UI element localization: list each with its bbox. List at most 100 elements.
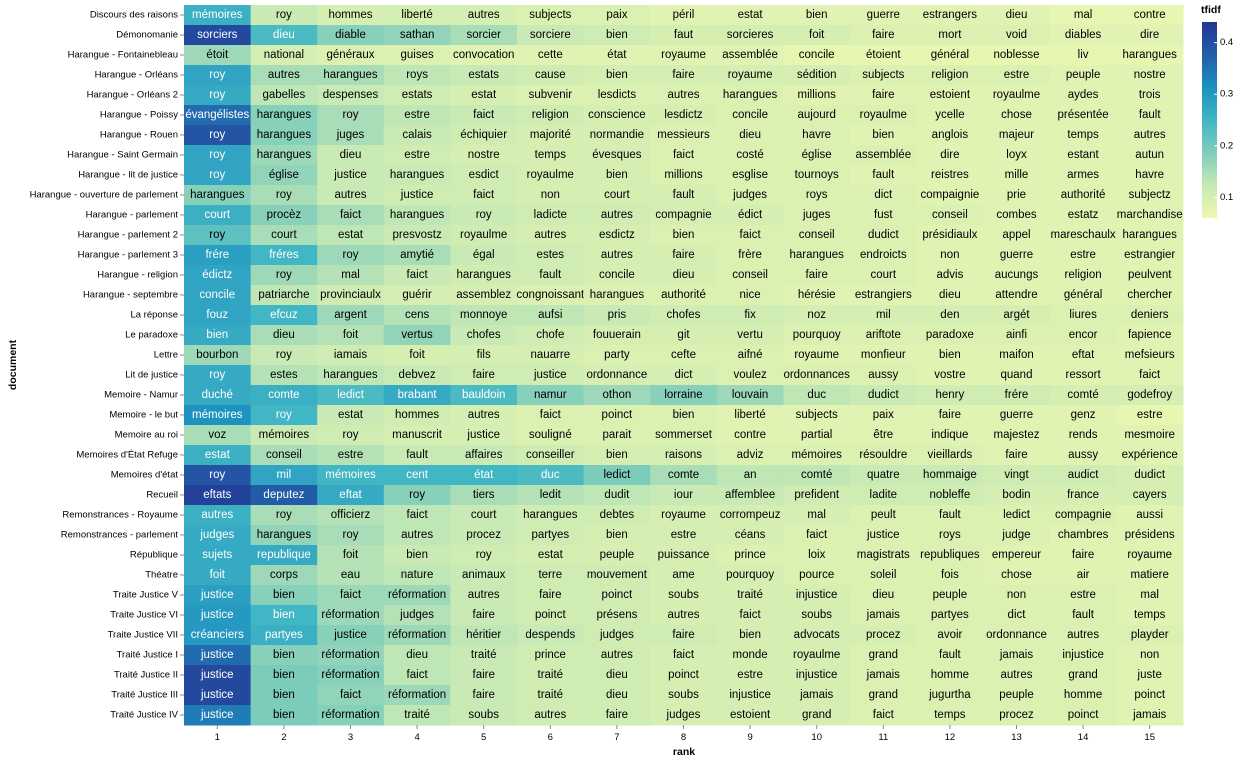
- heatmap-cell: [716, 525, 784, 546]
- rank-tick-label: 6: [548, 732, 553, 743]
- cell-word-label: chofes: [667, 309, 701, 321]
- cell-word-label: édictz: [202, 269, 232, 281]
- cell-word-label: bien: [273, 709, 295, 721]
- heatmap-cell: [184, 705, 252, 726]
- heatmap-cell: [250, 365, 318, 386]
- cell-word-label: havre: [1135, 169, 1164, 181]
- heatmap-cell: [783, 265, 851, 286]
- heatmap-cell: [783, 385, 851, 406]
- heatmap-cell: [1049, 585, 1117, 606]
- heatmap-cell: [1116, 125, 1184, 146]
- cell-word-label: officierz: [331, 509, 371, 521]
- heatmap-cell: [916, 425, 984, 446]
- heatmap-cell: [450, 705, 518, 726]
- cell-word-label: git: [677, 329, 690, 341]
- heatmap-cell: [850, 205, 918, 226]
- cell-word-label: presvostz: [392, 229, 441, 241]
- heatmap-cell: [650, 625, 718, 646]
- cell-word-label: roy: [409, 489, 425, 501]
- cell-word-label: estre: [1137, 409, 1163, 421]
- heatmap-cell: [517, 285, 585, 306]
- cell-word-label: état: [607, 49, 627, 61]
- heatmap-cell: [250, 665, 318, 686]
- heatmap-cell: [650, 365, 718, 386]
- heatmap-cell: [1049, 705, 1117, 726]
- heatmap-cell: [184, 145, 252, 166]
- cell-word-label: dudict: [868, 229, 899, 241]
- heatmap-cell: [450, 225, 518, 246]
- heatmap-cell: [850, 465, 918, 486]
- cell-word-label: lorraine: [664, 389, 702, 401]
- heatmap-cell: [517, 165, 585, 186]
- heatmap-cell: [916, 685, 984, 706]
- heatmap-cell: [716, 565, 784, 586]
- heatmap-cell: [1049, 405, 1117, 426]
- heatmap-cell: [450, 625, 518, 646]
- cell-word-label: religion: [931, 69, 968, 81]
- cell-word-label: autres: [268, 69, 300, 81]
- cell-word-label: advis: [936, 269, 963, 281]
- heatmap-cell: [1049, 505, 1117, 526]
- cell-word-label: justice: [400, 189, 434, 201]
- heatmap-cell: [450, 265, 518, 286]
- heatmap-cell: [783, 685, 851, 706]
- cell-word-label: royaulme: [993, 89, 1040, 101]
- cell-word-label: autres: [201, 509, 233, 521]
- heatmap-cell: [517, 485, 585, 506]
- cell-word-label: bien: [606, 29, 628, 41]
- heatmap-cell: [450, 145, 518, 166]
- cell-word-label: estrangers: [923, 9, 978, 21]
- heatmap-cell: [650, 25, 718, 46]
- cell-word-label: lesdictz: [664, 109, 703, 121]
- heatmap-cell: [916, 85, 984, 106]
- cell-word-label: temps: [1134, 609, 1166, 621]
- cell-word-label: dieu: [673, 269, 695, 281]
- heatmap-cell: [1116, 385, 1184, 406]
- heatmap-cell: [916, 345, 984, 366]
- heatmap-cell: [250, 285, 318, 306]
- heatmap-cell: [716, 225, 784, 246]
- heatmap-cell: [250, 105, 318, 126]
- cell-word-label: debtes: [600, 509, 635, 521]
- heatmap-cell: [783, 665, 851, 686]
- cell-word-label: roy: [276, 9, 292, 21]
- heatmap-cell: [450, 525, 518, 546]
- cell-word-label: autres: [401, 529, 433, 541]
- heatmap-cell: [983, 445, 1051, 466]
- cell-word-label: roy: [209, 369, 225, 381]
- cell-word-label: assemblée: [722, 49, 778, 61]
- heatmap-cell: [383, 65, 451, 86]
- rank-tick-label: 15: [1144, 732, 1155, 743]
- heatmap-cell: [850, 325, 918, 346]
- cell-word-label: patriarche: [258, 289, 309, 301]
- cell-word-label: assemblée: [855, 149, 911, 161]
- cell-word-label: duc: [807, 389, 826, 401]
- heatmap-cell: [517, 445, 585, 466]
- cell-word-label: sorciere: [530, 29, 571, 41]
- heatmap-cell: [184, 505, 252, 526]
- cell-word-label: dieu: [273, 329, 295, 341]
- cell-word-label: dict: [874, 189, 893, 201]
- cell-word-label: peulvent: [1128, 269, 1172, 281]
- cell-word-label: faict: [740, 609, 762, 621]
- rank-tick-label: 13: [1011, 732, 1022, 743]
- cell-word-label: bien: [872, 129, 894, 141]
- cell-word-label: estre: [404, 109, 430, 121]
- cell-word-label: judges: [732, 189, 767, 201]
- y-axis-title: document: [7, 339, 19, 390]
- cell-word-label: chose: [1001, 109, 1032, 121]
- heatmap-cell: [317, 465, 385, 486]
- cell-word-label: dieu: [406, 649, 428, 661]
- cell-word-label: foit: [409, 349, 425, 361]
- heatmap-cell: [383, 45, 451, 66]
- heatmap-cell: [783, 285, 851, 306]
- heatmap-cell: [250, 85, 318, 106]
- heatmap-cell: [783, 245, 851, 266]
- cell-word-label: faire: [1005, 449, 1027, 461]
- cell-word-label: adviz: [737, 449, 764, 461]
- heatmap-cell: [184, 205, 252, 226]
- heatmap-cell: [983, 565, 1051, 586]
- cell-word-label: fault: [939, 649, 962, 661]
- cell-word-label: faict: [673, 649, 695, 661]
- heatmap-cell: [916, 625, 984, 646]
